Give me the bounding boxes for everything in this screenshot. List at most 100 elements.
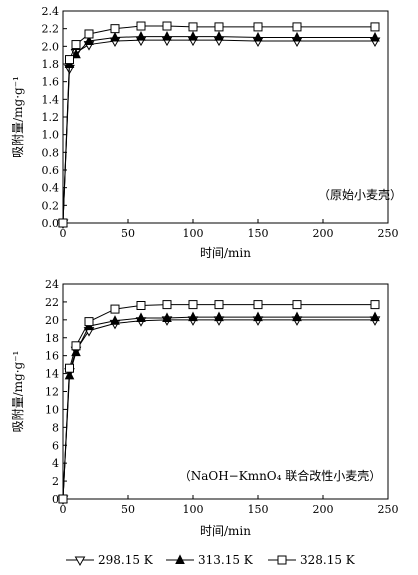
y-tick-label: 14 <box>45 368 59 381</box>
x-tick-label: 250 <box>378 503 399 516</box>
data-point <box>214 300 224 310</box>
data-point <box>370 300 380 310</box>
y-tick-label: 12 <box>45 386 59 399</box>
data-point <box>110 24 120 34</box>
data-point <box>58 494 68 504</box>
data-point <box>58 218 68 228</box>
legend-marker <box>74 556 86 567</box>
x-tick-label: 200 <box>313 503 334 516</box>
data-point <box>71 341 81 351</box>
data-point <box>214 30 224 41</box>
data-point <box>65 363 74 373</box>
y-tick-label: 2.2 <box>42 23 60 36</box>
y-axis-label: 吸附量/mg·g⁻¹ <box>11 76 25 158</box>
data-point <box>110 315 120 325</box>
data-point <box>253 311 263 322</box>
x-tick-label: 250 <box>378 227 399 240</box>
data-point <box>84 35 94 46</box>
legend-item: 298.15 K <box>66 553 154 567</box>
data-point <box>136 21 146 31</box>
data-point <box>214 22 224 32</box>
legend-item: 328.15 K <box>268 553 356 567</box>
y-tick-label: 1.2 <box>42 111 60 124</box>
x-axis-label: 时间/min <box>200 524 251 538</box>
legend-label: 328.15 K <box>300 553 356 567</box>
series-2 <box>58 300 380 504</box>
y-tick-label: 1.6 <box>42 76 60 89</box>
data-point <box>253 22 263 32</box>
y-tick-label: 0.0 <box>42 217 60 230</box>
y-tick-label: 1.0 <box>42 129 60 142</box>
y-tick-label: 16 <box>45 350 59 363</box>
data-point <box>292 300 302 310</box>
data-point <box>188 22 198 32</box>
data-point <box>71 40 81 50</box>
legend-label: 313.15 K <box>198 553 254 567</box>
data-point <box>253 300 263 310</box>
data-point <box>370 22 380 32</box>
data-point <box>136 30 146 41</box>
data-point <box>162 312 172 323</box>
x-tick-label: 50 <box>121 227 135 240</box>
legend-label: 298.15 K <box>98 553 154 567</box>
data-point <box>84 317 94 327</box>
legend: 298.15 K 313.15 K 328.15 K <box>66 553 356 567</box>
data-point <box>370 31 380 42</box>
y-tick-label: 20 <box>45 314 59 327</box>
y-tick-label: 2.0 <box>42 40 60 53</box>
y-axis-label: 吸附量/mg·g⁻¹ <box>11 351 25 433</box>
x-tick-label: 0 <box>60 227 67 240</box>
x-tick-label: 150 <box>248 503 269 516</box>
legend-marker <box>277 555 287 565</box>
y-tick-label: 1.8 <box>42 58 60 71</box>
data-point <box>253 31 263 42</box>
y-tick-label: 0.6 <box>42 164 60 177</box>
y-tick-label: 4 <box>52 457 59 470</box>
chart-original-wheat-husk: 0.0 0.2 0.4 0.6 0.8 1.0 1.2 1.4 1.6 1.8 2.0 2.2 2.4 0… <box>11 5 402 260</box>
data-point <box>162 300 172 310</box>
x-tick-label: 0 <box>60 503 67 516</box>
data-point <box>162 21 172 31</box>
data-point <box>110 304 120 314</box>
y-tick-label: 2 <box>52 475 59 488</box>
data-point <box>370 311 380 322</box>
data-point <box>214 311 224 322</box>
data-point <box>292 31 302 42</box>
y-tick-label: 24 <box>45 278 59 291</box>
x-tick-label: 100 <box>183 227 204 240</box>
y-tick-label: 2.4 <box>42 5 60 18</box>
y-tick-label: 10 <box>45 403 59 416</box>
data-point <box>65 55 74 65</box>
x-tick-label: 100 <box>183 503 204 516</box>
x-axis-label: 时间/min <box>200 246 251 260</box>
sample-annotation: （原始小麦壳） <box>318 188 402 202</box>
legend-marker <box>175 554 185 564</box>
data-point <box>292 22 302 32</box>
y-tick-label: 8 <box>52 421 59 434</box>
data-point <box>136 312 146 323</box>
series-2 <box>58 21 380 228</box>
data-point <box>162 30 172 41</box>
data-point <box>110 31 120 42</box>
x-tick-label: 200 <box>313 227 334 240</box>
y-tick-label: 0.4 <box>42 182 60 195</box>
data-point <box>84 29 94 39</box>
sample-annotation: （NaOH−KmnO₄ 联合改性小麦壳） <box>179 468 382 483</box>
data-point <box>188 311 198 322</box>
y-tick-label: 18 <box>45 332 59 345</box>
x-tick-label: 50 <box>121 503 135 516</box>
x-tick-label: 150 <box>248 227 269 240</box>
y-tick-label: 1.4 <box>42 93 60 106</box>
y-tick-label: 0.8 <box>42 146 60 159</box>
data-point <box>188 30 198 41</box>
y-tick-label: 0 <box>52 493 59 506</box>
data-point <box>292 311 302 322</box>
data-point <box>188 300 198 310</box>
y-tick-label: 6 <box>52 439 59 452</box>
y-tick-label: 0.2 <box>42 199 60 212</box>
plot-frame <box>62 283 389 500</box>
y-tick-label: 22 <box>45 296 59 309</box>
data-point <box>136 301 146 310</box>
